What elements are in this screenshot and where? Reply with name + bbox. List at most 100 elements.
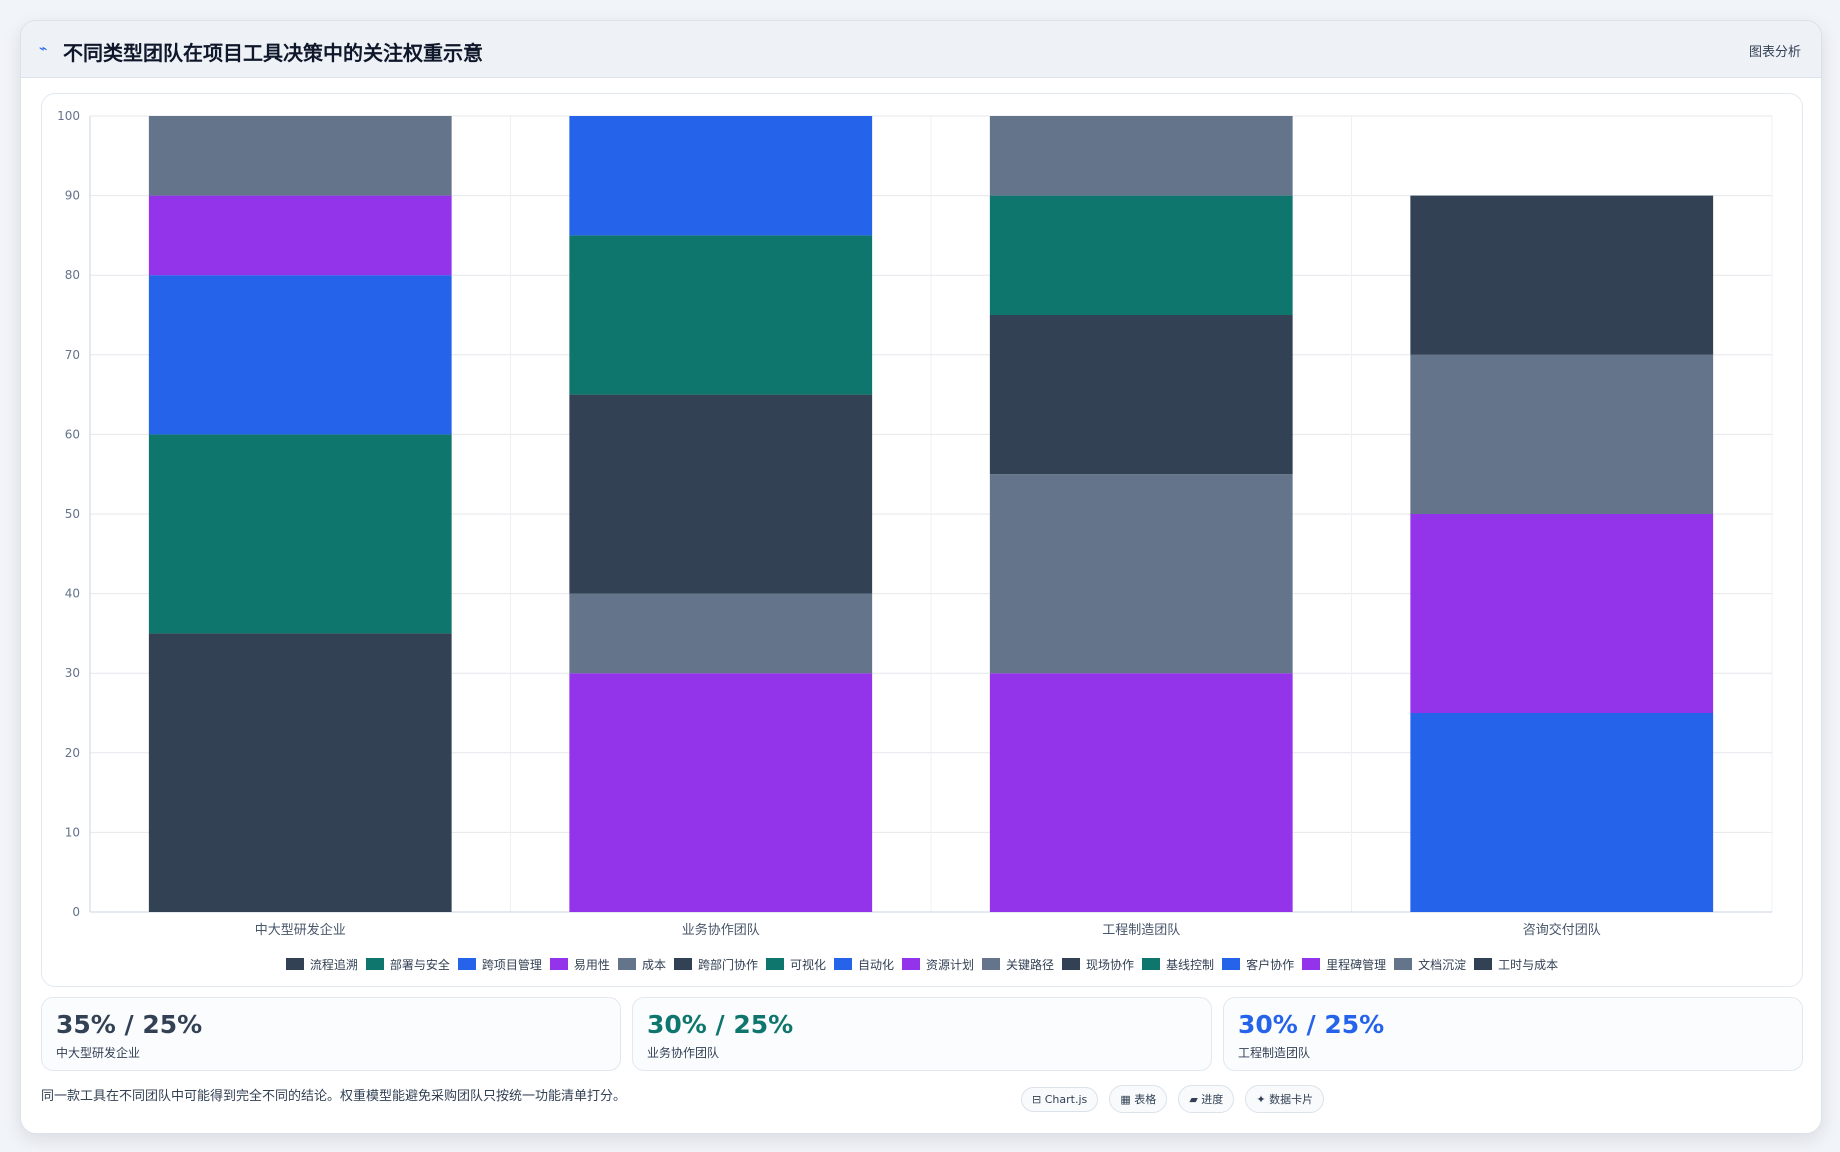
bar-segment [148, 195, 452, 276]
y-tick-label: 80 [65, 268, 80, 282]
legend-swatch [617, 958, 636, 970]
y-tick-label: 30 [65, 666, 80, 680]
legend-item[interactable]: 里程碑管理 [1302, 956, 1386, 973]
stat-cards: 35% / 25% 中大型研发企业 30% / 25% 业务协作团队 30% /… [41, 997, 1803, 1071]
legend-swatch [833, 958, 852, 970]
bar-segment [569, 593, 873, 674]
legend-label: 可视化 [789, 958, 826, 972]
legend-item[interactable]: 跨项目管理 [457, 956, 542, 973]
legend-label: 成本 [641, 958, 666, 972]
chart-panel: 0 10 20 30 40 50 60 70 80 90 100 中大型研发企业 业务协作团队 工程制造团… [41, 93, 1803, 987]
bar-segment [989, 673, 1293, 912]
x-tick-label: 中大型研发企业 [255, 922, 346, 938]
stat-card: 30% / 25% 业务协作团队 [632, 997, 1212, 1071]
legend-swatch [1222, 958, 1241, 970]
legend-item[interactable]: 可视化 [765, 956, 826, 973]
stat-card: 35% / 25% 中大型研发企业 [41, 997, 621, 1071]
legend-item[interactable]: 流程追溯 [285, 956, 358, 973]
legend-label: 工时与成本 [1498, 958, 1559, 972]
chip-data-card[interactable]: ✦ 数据卡片 [1245, 1085, 1325, 1113]
legend-swatch [673, 958, 692, 970]
chip-progress[interactable]: ▰ 进度 [1178, 1085, 1235, 1113]
stat-value: 30% / 25% [1238, 1010, 1385, 1039]
bar-segment [569, 394, 873, 594]
bar-segment [989, 116, 1293, 196]
legend-item[interactable]: 资源计划 [902, 956, 974, 973]
stat-label: 业务协作团队 [647, 1046, 720, 1060]
bar-segment [989, 195, 1293, 315]
chip-chartjs[interactable]: ⊟ Chart.js [1021, 1087, 1099, 1112]
bar-segment [569, 116, 873, 236]
y-tick-label: 10 [65, 825, 80, 839]
legend-item[interactable]: 成本 [617, 956, 666, 973]
legend-item[interactable]: 易用性 [549, 956, 610, 973]
chart-card: ⌁ 不同类型团队在项目工具决策中的关注权重示意 图表分析 0 10 20 30 40 50… [20, 20, 1822, 1134]
legend-label: 关键路径 [1006, 958, 1055, 972]
stacked-bar-chart: 0 10 20 30 40 50 60 70 80 90 100 中大型研发企业 业务协作团队 工程制造团… [57, 109, 1773, 938]
chart-legend: 流程追溯 部署与安全 跨项目管理 易用性 成本 跨部门协作 可视化 自动化 资源计划 关键路径 现场… [42, 956, 1802, 973]
chip-table[interactable]: ▦ 表格 [1109, 1085, 1168, 1113]
y-tick-label: 40 [65, 587, 80, 601]
legend-label: 基线控制 [1166, 958, 1215, 972]
legend-swatch [982, 958, 1001, 970]
card-header: ⌁ 不同类型团队在项目工具决策中的关注权重示意 图表分析 [21, 21, 1821, 78]
bar-segment [148, 434, 452, 634]
bar-segment [569, 673, 873, 912]
tool-chips: ⊟ Chart.js ▦ 表格 ▰ 进度 ✦ 数据卡片 [1021, 1085, 1330, 1113]
stat-value: 35% / 25% [56, 1010, 203, 1039]
legend-swatch [549, 958, 568, 970]
legend-label: 自动化 [857, 958, 894, 972]
legend-swatch [285, 958, 304, 970]
legend-label: 现场协作 [1086, 958, 1135, 972]
chart-line-icon: ⌁ [39, 41, 48, 57]
y-tick-label: 70 [65, 348, 80, 362]
page-title: 不同类型团队在项目工具决策中的关注权重示意 [63, 41, 483, 65]
legend-item[interactable]: 基线控制 [1142, 956, 1214, 973]
legend-label: 客户协作 [1246, 958, 1295, 972]
legend-label: 资源计划 [926, 958, 975, 972]
legend-swatch [365, 958, 384, 970]
bar-segment [989, 474, 1293, 674]
y-tick-label: 60 [65, 427, 80, 441]
bar-segment [989, 315, 1293, 475]
bar-segment [1410, 195, 1714, 355]
legend-label: 易用性 [573, 958, 610, 972]
bar-segment [148, 275, 452, 435]
y-tick-label: 100 [57, 109, 80, 123]
x-tick-label: 业务协作团队 [682, 922, 760, 938]
legend-swatch [765, 958, 784, 970]
legend-item[interactable]: 客户协作 [1222, 956, 1294, 973]
stat-label: 中大型研发企业 [56, 1046, 141, 1060]
x-tick-label: 咨询交付团队 [1523, 922, 1601, 938]
legend-swatch [902, 958, 920, 970]
legend-swatch [1474, 958, 1493, 970]
legend-swatch [1062, 958, 1081, 970]
y-tick-label: 0 [72, 905, 80, 919]
legend-label: 跨项目管理 [481, 958, 542, 972]
y-tick-label: 20 [65, 746, 80, 760]
legend-label: 流程追溯 [309, 958, 358, 972]
y-tick-label: 50 [65, 507, 80, 521]
legend-item[interactable]: 文档沉淀 [1394, 956, 1466, 973]
y-tick-label: 90 [65, 189, 80, 203]
legend-label: 跨部门协作 [697, 958, 758, 972]
legend-item[interactable]: 部署与安全 [365, 956, 450, 973]
footer-note: 同一款工具在不同团队中可能得到完全不同的结论。权重模型能避免采购团队只按统一功能… [41, 1089, 627, 1104]
legend-item[interactable]: 现场协作 [1062, 956, 1134, 973]
chart-analysis-link[interactable]: 图表分析 [1748, 45, 1801, 60]
stat-value: 30% / 25% [647, 1010, 794, 1039]
bar-segment [148, 116, 452, 196]
legend-swatch [457, 958, 476, 970]
legend-item[interactable]: 自动化 [833, 956, 894, 973]
bar-segment [1410, 713, 1714, 912]
stat-card: 30% / 25% 工程制造团队 [1223, 997, 1803, 1071]
legend-swatch [1142, 958, 1161, 970]
legend-item[interactable]: 跨部门协作 [673, 956, 758, 973]
legend-label: 部署与安全 [389, 958, 450, 972]
legend-item[interactable]: 工时与成本 [1474, 956, 1558, 973]
legend-item[interactable]: 关键路径 [982, 956, 1054, 973]
bar-segment [1410, 514, 1714, 713]
legend-label: 文档沉淀 [1418, 958, 1467, 972]
legend-label: 里程碑管理 [1326, 958, 1387, 972]
bar-segment [148, 633, 452, 912]
